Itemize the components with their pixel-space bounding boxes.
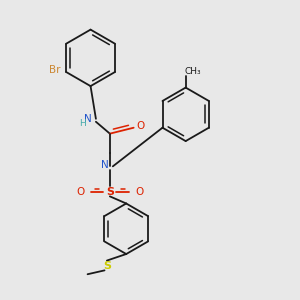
Text: S: S bbox=[103, 261, 111, 271]
Text: H: H bbox=[79, 119, 86, 128]
Text: Br: Br bbox=[49, 65, 61, 76]
Text: N: N bbox=[84, 114, 92, 124]
Text: O: O bbox=[135, 187, 143, 196]
Text: O: O bbox=[136, 121, 144, 131]
Text: N: N bbox=[100, 160, 108, 170]
Text: O: O bbox=[76, 187, 85, 196]
Text: CH₃: CH₃ bbox=[185, 67, 201, 76]
Text: S: S bbox=[106, 187, 114, 196]
